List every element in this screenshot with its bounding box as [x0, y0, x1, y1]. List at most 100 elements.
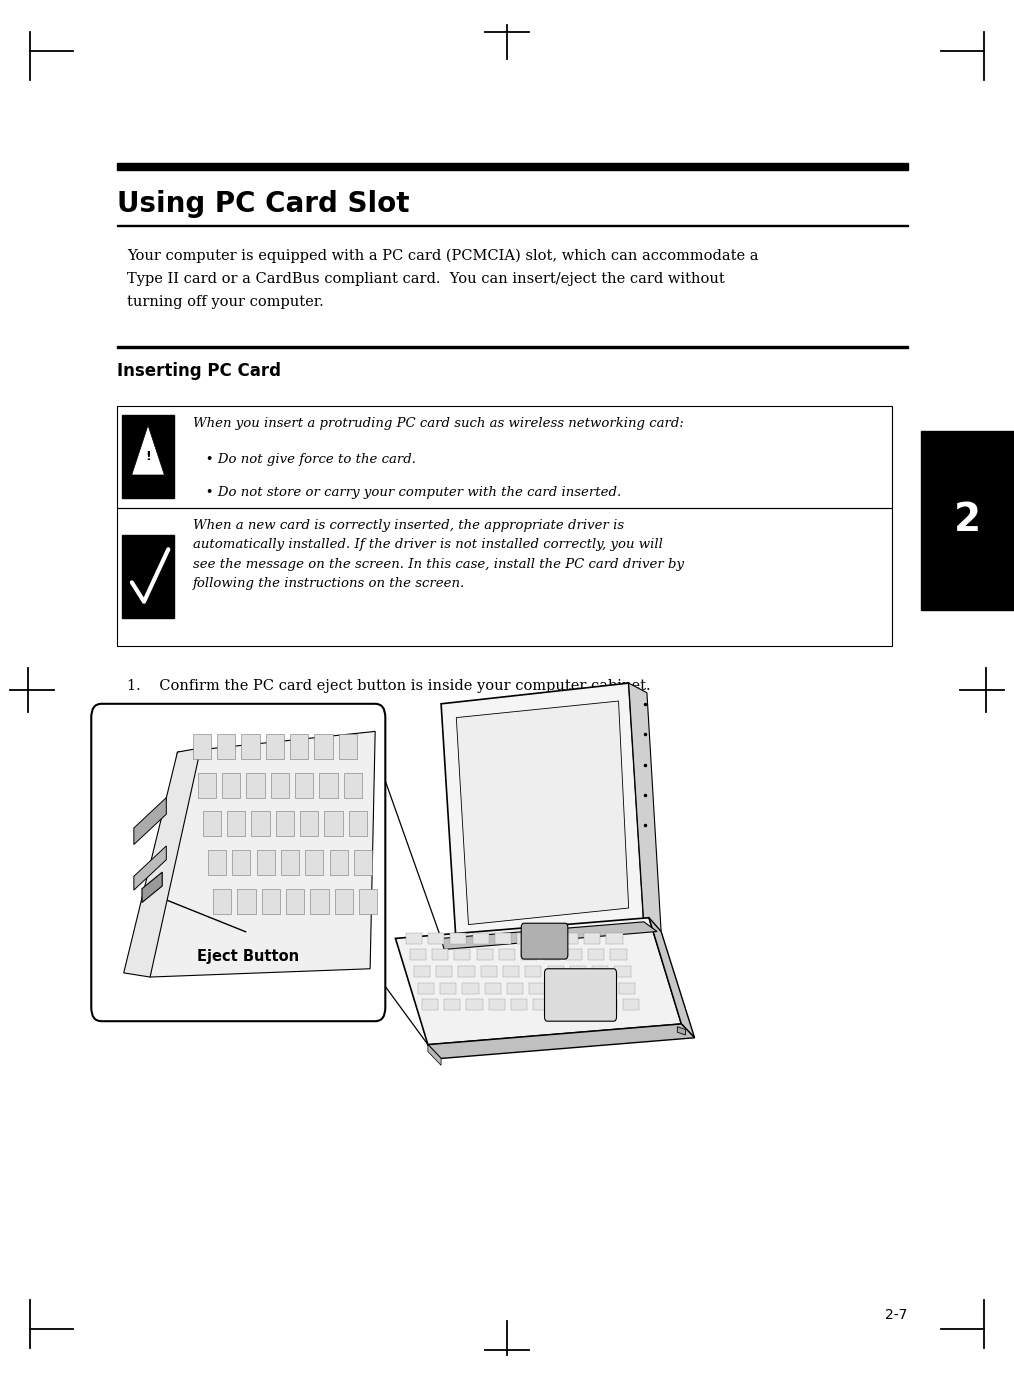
- Bar: [117, 346, 908, 348]
- Bar: [232, 850, 250, 875]
- Bar: [198, 773, 216, 798]
- Polygon shape: [132, 425, 164, 475]
- Bar: [335, 889, 353, 914]
- Bar: [349, 811, 367, 836]
- Bar: [495, 933, 511, 944]
- Bar: [117, 163, 908, 170]
- Bar: [507, 983, 523, 994]
- Bar: [525, 966, 541, 977]
- Bar: [237, 889, 256, 914]
- Polygon shape: [649, 918, 695, 1038]
- Text: !: !: [145, 450, 151, 464]
- Bar: [432, 949, 448, 960]
- Bar: [592, 966, 608, 977]
- Bar: [574, 983, 590, 994]
- Bar: [241, 734, 260, 759]
- Text: When a new card is correctly inserted, the appropriate driver is
automatically i: When a new card is correctly inserted, t…: [193, 519, 683, 591]
- Bar: [266, 734, 284, 759]
- Bar: [473, 933, 489, 944]
- Bar: [584, 933, 600, 944]
- Bar: [406, 933, 422, 944]
- Bar: [344, 773, 362, 798]
- Text: Using PC Card Slot: Using PC Card Slot: [117, 190, 409, 218]
- Bar: [319, 773, 338, 798]
- Bar: [339, 734, 357, 759]
- FancyBboxPatch shape: [91, 704, 385, 1021]
- Bar: [477, 949, 493, 960]
- Bar: [117, 225, 908, 226]
- Polygon shape: [134, 798, 166, 845]
- Bar: [458, 966, 475, 977]
- Bar: [208, 850, 226, 875]
- Bar: [276, 811, 294, 836]
- Bar: [290, 734, 308, 759]
- Bar: [359, 889, 377, 914]
- Bar: [122, 535, 174, 618]
- Bar: [262, 889, 280, 914]
- Bar: [286, 889, 304, 914]
- Bar: [281, 850, 299, 875]
- Text: 2: 2: [954, 501, 981, 540]
- Bar: [529, 983, 546, 994]
- Bar: [485, 983, 501, 994]
- Bar: [517, 933, 533, 944]
- Bar: [606, 933, 623, 944]
- Bar: [295, 773, 313, 798]
- Bar: [217, 734, 235, 759]
- Polygon shape: [441, 683, 644, 945]
- Text: 2-7: 2-7: [885, 1308, 908, 1322]
- Bar: [614, 966, 631, 977]
- Bar: [227, 811, 245, 836]
- Text: • Do not give force to the card.: • Do not give force to the card.: [193, 453, 416, 465]
- Bar: [193, 734, 211, 759]
- Polygon shape: [428, 1024, 695, 1058]
- Bar: [556, 999, 572, 1010]
- Bar: [511, 999, 527, 1010]
- Bar: [414, 966, 430, 977]
- Bar: [481, 966, 497, 977]
- Bar: [410, 949, 426, 960]
- Polygon shape: [677, 1027, 685, 1035]
- Text: When you insert a protruding PC card such as wireless networking card:: When you insert a protruding PC card suc…: [193, 417, 683, 429]
- Polygon shape: [629, 683, 661, 932]
- Bar: [300, 811, 318, 836]
- Bar: [122, 415, 174, 498]
- Bar: [305, 850, 323, 875]
- Bar: [454, 949, 470, 960]
- Polygon shape: [456, 701, 629, 925]
- Bar: [310, 889, 329, 914]
- Bar: [552, 983, 568, 994]
- Polygon shape: [150, 731, 375, 977]
- Text: Your computer is equipped with a PC card (PCMCIA) slot, which can accommodate a
: Your computer is equipped with a PC card…: [127, 248, 758, 309]
- Text: 1.    Confirm the PC card eject button is inside your computer cabinet.: 1. Confirm the PC card eject button is i…: [127, 679, 650, 693]
- Bar: [213, 889, 231, 914]
- Bar: [444, 999, 460, 1010]
- Polygon shape: [428, 1045, 441, 1065]
- Bar: [548, 966, 564, 977]
- Bar: [566, 949, 582, 960]
- Bar: [921, 431, 1014, 610]
- Polygon shape: [142, 872, 162, 903]
- Bar: [251, 811, 270, 836]
- Bar: [462, 983, 479, 994]
- Bar: [428, 933, 444, 944]
- Text: • Do not store or carry your computer with the card inserted.: • Do not store or carry your computer wi…: [193, 486, 621, 498]
- Text: Eject Button: Eject Button: [198, 949, 299, 965]
- Bar: [578, 999, 594, 1010]
- Bar: [436, 966, 452, 977]
- FancyBboxPatch shape: [545, 969, 617, 1021]
- Bar: [440, 983, 456, 994]
- Bar: [314, 734, 333, 759]
- Bar: [600, 999, 617, 1010]
- FancyBboxPatch shape: [521, 923, 568, 959]
- Polygon shape: [134, 846, 166, 890]
- Bar: [503, 966, 519, 977]
- Bar: [354, 850, 372, 875]
- Bar: [533, 999, 550, 1010]
- Bar: [623, 999, 639, 1010]
- Bar: [222, 773, 240, 798]
- Bar: [544, 949, 560, 960]
- Polygon shape: [395, 918, 681, 1045]
- Text: Inserting PC Card: Inserting PC Card: [117, 362, 281, 380]
- Bar: [203, 811, 221, 836]
